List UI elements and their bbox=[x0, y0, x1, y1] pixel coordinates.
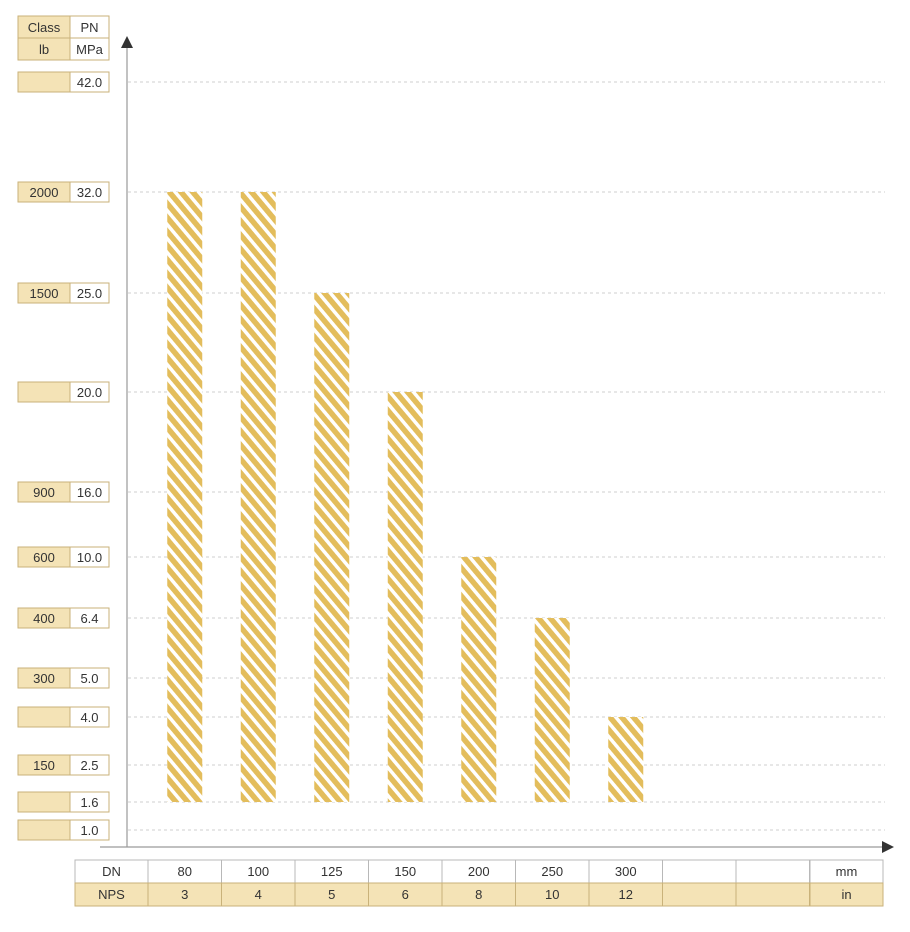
nps-tick-label: 6 bbox=[402, 887, 409, 902]
mpa-header-box bbox=[69, 37, 110, 61]
bars bbox=[167, 192, 644, 802]
pn-cell bbox=[69, 71, 110, 93]
class-value-label: 150 bbox=[33, 758, 55, 773]
dn-tick-label: 250 bbox=[541, 864, 563, 879]
dn-tick-label: 200 bbox=[468, 864, 490, 879]
pn-tick-label: 25.0 bbox=[77, 286, 102, 301]
pn-cell bbox=[69, 607, 110, 629]
nps-cell bbox=[735, 882, 810, 907]
pn-tick-label: 1.6 bbox=[80, 795, 98, 810]
bar-dn-150 bbox=[387, 392, 423, 802]
pn-tick-label: 6.4 bbox=[80, 611, 98, 626]
pn-tick-label: 2.5 bbox=[80, 758, 98, 773]
dn-tick-label: 125 bbox=[321, 864, 343, 879]
pn-tick-label: 5.0 bbox=[80, 671, 98, 686]
pn-cell bbox=[69, 791, 110, 813]
class-cell bbox=[17, 706, 71, 728]
class-value-label: 2000 bbox=[30, 185, 59, 200]
bar-dn-300 bbox=[608, 717, 644, 802]
mm-unit-label: mm bbox=[836, 864, 858, 879]
pn-cell bbox=[69, 667, 110, 689]
pn-cell bbox=[69, 819, 110, 841]
pn-tick-label: 42.0 bbox=[77, 75, 102, 90]
pn-tick-label: 20.0 bbox=[77, 385, 102, 400]
class-cell bbox=[17, 71, 71, 93]
bar-dn-125 bbox=[314, 293, 350, 802]
pn-cell bbox=[69, 706, 110, 728]
pn-tick-label: 10.0 bbox=[77, 550, 102, 565]
nps-tick-label: 5 bbox=[328, 887, 335, 902]
pn-tick-label: 4.0 bbox=[80, 710, 98, 725]
bar-dn-80 bbox=[167, 192, 203, 802]
class-cell bbox=[17, 791, 71, 813]
pn-cell bbox=[69, 381, 110, 403]
class-value-label: 400 bbox=[33, 611, 55, 626]
pn-cell bbox=[69, 282, 110, 304]
dn-header-label: DN bbox=[102, 864, 121, 879]
pn-tick-label: 1.0 bbox=[80, 823, 98, 838]
size-table: DN NPS mm in 80 3 100 4 125 5 150 6 200 8 250 10 300… bbox=[74, 859, 884, 907]
class-value-label: 600 bbox=[33, 550, 55, 565]
nps-tick-label: 3 bbox=[181, 887, 188, 902]
dn-cell bbox=[735, 859, 810, 884]
nps-header-label: NPS bbox=[98, 887, 125, 902]
axis-header: Class PN lb MPa bbox=[17, 15, 110, 61]
dn-cell bbox=[662, 859, 737, 884]
nps-tick-label: 12 bbox=[619, 887, 633, 902]
dn-tick-label: 100 bbox=[247, 864, 269, 879]
class-value-label: 900 bbox=[33, 485, 55, 500]
mpa-header-label: MPa bbox=[76, 42, 104, 57]
bar-dn-250 bbox=[534, 618, 570, 802]
class-cell bbox=[17, 381, 71, 403]
class-header-label: Class bbox=[28, 20, 61, 35]
class-cell bbox=[17, 819, 71, 841]
nps-tick-label: 4 bbox=[255, 887, 262, 902]
nps-cell bbox=[662, 882, 737, 907]
y-axis-labels: 42.0 2000 32.0 1500 25.0 20.0 900 16.0 600 10.0 40… bbox=[17, 71, 110, 841]
pn-tick-label: 32.0 bbox=[77, 185, 102, 200]
lb-header-label: lb bbox=[39, 42, 49, 57]
nps-tick-label: 8 bbox=[475, 887, 482, 902]
dn-tick-label: 80 bbox=[178, 864, 192, 879]
pn-tick-label: 16.0 bbox=[77, 485, 102, 500]
bar-dn-200 bbox=[461, 557, 497, 802]
pn-cell bbox=[69, 481, 110, 503]
pn-cell bbox=[69, 754, 110, 776]
in-unit-label: in bbox=[841, 887, 851, 902]
pn-cell bbox=[69, 181, 110, 203]
class-value-label: 300 bbox=[33, 671, 55, 686]
pn-header-label: PN bbox=[80, 20, 98, 35]
pn-cell bbox=[69, 546, 110, 568]
nps-tick-label: 10 bbox=[545, 887, 559, 902]
class-value-label: 1500 bbox=[30, 286, 59, 301]
dn-tick-label: 300 bbox=[615, 864, 637, 879]
bar-dn-100 bbox=[240, 192, 276, 802]
dn-tick-label: 150 bbox=[394, 864, 416, 879]
